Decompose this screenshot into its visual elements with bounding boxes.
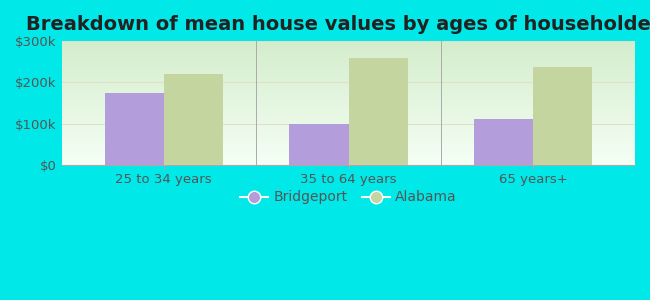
Title: Breakdown of mean house values by ages of householders: Breakdown of mean house values by ages o… (25, 15, 650, 34)
Bar (164, 74, 223, 165)
Bar (534, 67, 593, 165)
Bar (474, 119, 534, 165)
Bar (348, 58, 408, 165)
Bar (289, 124, 348, 165)
Legend: Bridgeport, Alabama: Bridgeport, Alabama (235, 185, 462, 210)
Bar (105, 93, 164, 165)
